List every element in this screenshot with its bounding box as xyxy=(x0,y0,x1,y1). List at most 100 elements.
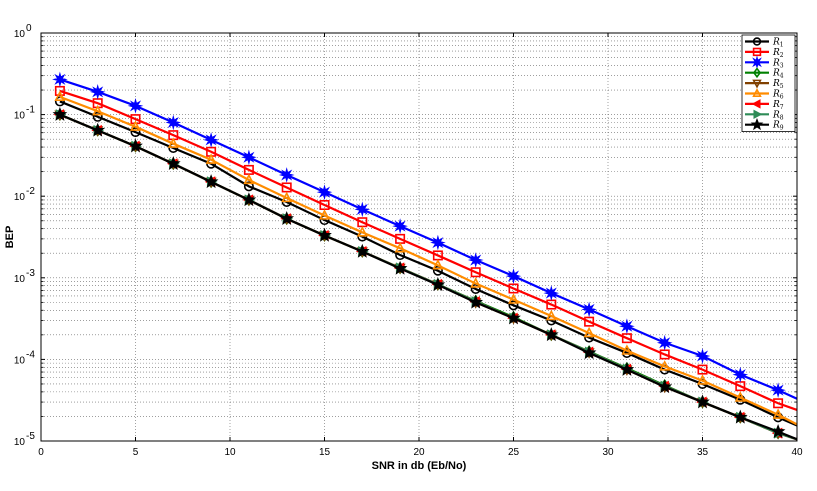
data-point xyxy=(354,243,370,258)
data-point xyxy=(243,173,255,185)
y-tick-label-exponent: -2 xyxy=(26,186,35,197)
legend-item: R3 xyxy=(745,55,784,69)
x-axis-label: SNR in db (Eb/No) xyxy=(372,460,467,472)
data-point xyxy=(732,409,748,424)
data-point xyxy=(619,318,635,335)
x-tick-label: 20 xyxy=(413,447,425,458)
legend-label: R2 xyxy=(772,48,784,59)
data-point xyxy=(92,104,104,116)
x-tick-label: 10 xyxy=(224,447,236,458)
data-point xyxy=(694,348,711,364)
data-point xyxy=(430,277,446,292)
data-point xyxy=(659,360,671,371)
data-point xyxy=(278,167,295,183)
y-tick-label-exponent: -1 xyxy=(26,105,35,116)
legend-item: R5 xyxy=(745,79,784,90)
data-point xyxy=(430,234,446,251)
data-point xyxy=(52,106,68,121)
data-point xyxy=(583,326,595,338)
data-point xyxy=(543,327,559,342)
legend-item: R9 xyxy=(745,118,784,132)
y-axis-label: BEP xyxy=(4,226,16,249)
data-point xyxy=(165,156,181,170)
legend-label: R4 xyxy=(772,69,784,80)
data-point xyxy=(621,344,633,355)
data-point xyxy=(619,361,635,376)
data-point xyxy=(506,310,521,325)
data-point xyxy=(281,182,292,193)
data-point xyxy=(127,98,144,114)
series-r6 xyxy=(54,90,798,426)
data-point xyxy=(128,138,143,153)
data-point xyxy=(770,423,786,438)
x-tick-label: 40 xyxy=(791,447,803,458)
y-tick-label-exponent: 0 xyxy=(26,23,32,34)
data-point xyxy=(734,391,746,402)
data-point xyxy=(470,267,481,278)
data-point xyxy=(697,364,708,375)
legend-label-subscript: 3 xyxy=(780,62,784,69)
legend-label-subscript: 9 xyxy=(780,125,784,132)
legend-item: R6 xyxy=(745,88,784,101)
data-point xyxy=(773,398,784,409)
legend-label-subscript: 6 xyxy=(780,94,784,101)
y-tick-label-exponent: -4 xyxy=(26,349,35,360)
y-tick-label: 10 xyxy=(14,29,26,40)
legend-item: R8 xyxy=(745,109,784,121)
legend-item: R4 xyxy=(745,67,784,80)
data-point xyxy=(167,137,179,148)
data-point xyxy=(752,88,762,98)
series-line xyxy=(59,100,798,427)
data-point xyxy=(467,252,484,268)
data-point xyxy=(584,316,595,327)
y-tick-label: 10 xyxy=(14,437,26,448)
x-tick-label: 25 xyxy=(508,447,520,458)
data-point xyxy=(54,90,66,102)
data-point xyxy=(205,153,217,164)
legend-label: R8 xyxy=(772,110,784,121)
data-point xyxy=(89,84,106,100)
x-axis: 0 5 10 15 20 25 30 35 40 xyxy=(38,33,803,458)
legend-label-subscript: 5 xyxy=(780,83,784,90)
data-point xyxy=(657,379,673,394)
data-point xyxy=(508,300,519,311)
data-point xyxy=(696,374,709,385)
data-point xyxy=(772,408,784,419)
x-tick-label: 15 xyxy=(319,447,331,458)
data-point xyxy=(507,293,520,304)
series-line xyxy=(59,89,798,412)
legend-label-subscript: 2 xyxy=(780,52,784,59)
series-r9 xyxy=(52,106,798,441)
data-point xyxy=(732,366,749,383)
data-point xyxy=(770,382,786,398)
x-tick-label: 5 xyxy=(133,447,139,458)
y-tick-label: 10 xyxy=(14,355,26,366)
data-point xyxy=(241,192,257,207)
data-point xyxy=(392,260,408,275)
data-point xyxy=(581,301,597,318)
data-point xyxy=(52,71,68,88)
data-point xyxy=(354,201,371,218)
legend-label: R5 xyxy=(772,79,784,90)
data-point xyxy=(356,226,368,237)
legend-label-subscript: 1 xyxy=(780,42,784,49)
data-point xyxy=(165,114,182,131)
data-point xyxy=(129,120,142,131)
y-tick-label: 10 xyxy=(14,192,26,203)
data-point xyxy=(90,122,106,137)
data-point xyxy=(656,334,673,351)
data-point xyxy=(203,174,219,189)
legend-label-subscript: 7 xyxy=(780,104,784,111)
data-point xyxy=(543,285,560,301)
data-point xyxy=(505,268,522,284)
y-tick-label-exponent: -3 xyxy=(26,268,35,279)
series-layer xyxy=(52,71,798,441)
data-point xyxy=(753,109,763,120)
legend-label: R3 xyxy=(772,58,784,69)
data-point xyxy=(752,37,762,46)
data-point xyxy=(752,67,762,79)
y-tick-label: 10 xyxy=(14,111,26,122)
legend-item: R2 xyxy=(745,47,784,59)
data-point xyxy=(750,118,764,131)
